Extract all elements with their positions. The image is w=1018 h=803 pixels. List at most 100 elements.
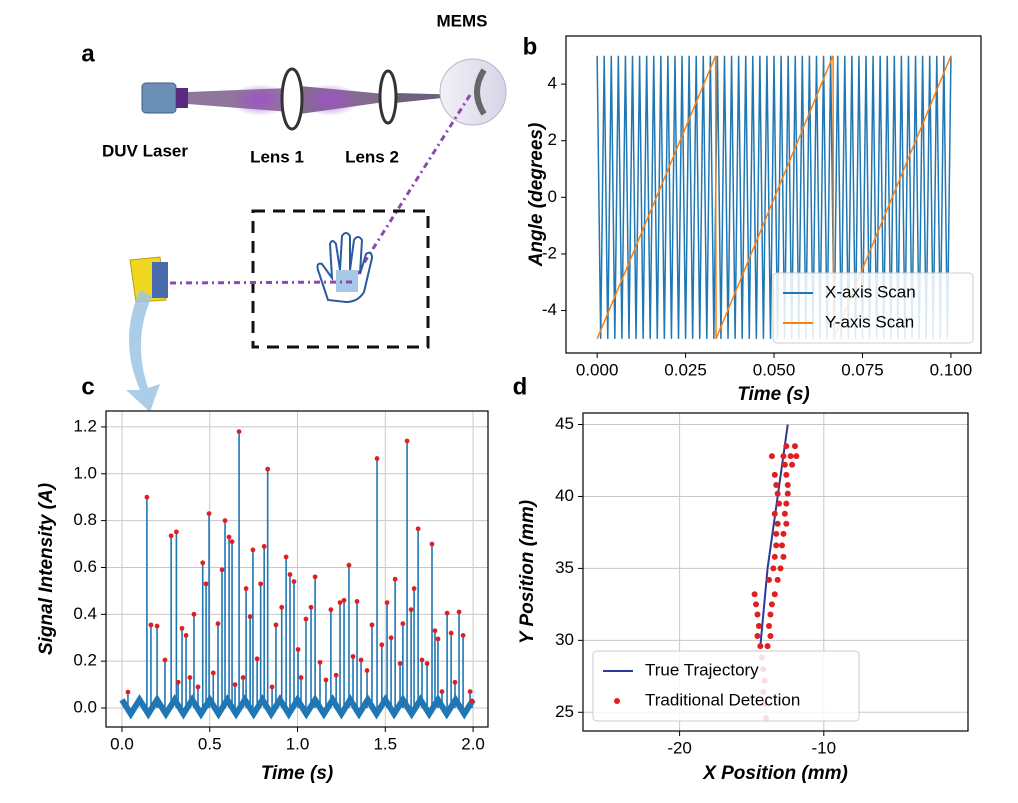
stem-marker — [429, 541, 435, 547]
stem-marker — [279, 604, 285, 610]
scatter-point — [780, 553, 787, 560]
scatter-point — [771, 471, 778, 478]
stem-marker — [295, 647, 301, 652]
scatter-point — [768, 453, 775, 460]
stem-marker — [265, 466, 271, 472]
stem-marker — [183, 633, 189, 638]
stem-marker — [354, 599, 360, 604]
stem-marker — [439, 689, 445, 695]
y-tick-label: 35 — [555, 558, 574, 577]
signal-arrow — [126, 290, 160, 412]
scatter-point — [791, 443, 798, 450]
stem-marker — [341, 597, 347, 603]
stem-marker — [144, 494, 150, 500]
stem-marker — [298, 675, 304, 680]
stem-marker — [210, 670, 216, 676]
detector — [152, 262, 168, 298]
legend-marker — [614, 698, 620, 704]
y-axis-label: Angle (degrees) — [526, 123, 547, 268]
stem-marker — [187, 675, 193, 680]
scatter-point — [766, 622, 773, 629]
y-axis-label: Y Position (mm) — [517, 500, 538, 644]
x-axis-label: X Position (mm) — [702, 763, 848, 784]
stem-marker — [328, 607, 334, 613]
x-tick-label: 0.5 — [198, 734, 222, 753]
stem-marker — [469, 698, 475, 704]
plot-frame — [565, 35, 982, 354]
stem-marker — [384, 600, 390, 606]
stem-marker — [291, 579, 297, 584]
scatter-point — [757, 643, 764, 650]
y-tick-label: 2 — [548, 130, 557, 149]
chart-panel: 0.0 0.5 1.0 1.5 2.0 0.0 0.2 0.4 0.6 0.8 1.0 1.2 Time… — [36, 410, 489, 784]
y-tick-label: 0.8 — [73, 510, 97, 529]
stem-marker — [219, 567, 225, 573]
y-tick-label: 0.0 — [73, 698, 97, 717]
scatter-point — [776, 500, 783, 507]
stem-marker — [229, 539, 235, 545]
stem-marker — [432, 628, 438, 634]
scatter-point — [780, 453, 787, 460]
x-tick-label: 0.050 — [753, 360, 796, 379]
x-tick-label: -10 — [812, 738, 837, 757]
stem-marker — [323, 677, 329, 683]
scatter-point — [774, 490, 781, 497]
panel-label: a — [81, 40, 95, 67]
scatter-point — [783, 500, 790, 507]
stem-marker — [317, 659, 323, 665]
beam-glow — [300, 84, 360, 116]
scatter-point — [783, 471, 790, 478]
plot-frame — [105, 410, 489, 728]
mems-mirror — [439, 58, 507, 126]
y-tick-label: 4 — [548, 74, 557, 93]
stem-marker — [346, 562, 352, 568]
scatter-point — [781, 510, 788, 517]
x-tick-label: 1.0 — [286, 734, 310, 753]
stem-marker — [452, 679, 458, 685]
stem-marker — [203, 581, 209, 587]
y-tick-label: -2 — [542, 243, 557, 262]
y-tick-label: 1.2 — [73, 416, 97, 435]
lens-1 — [280, 67, 304, 131]
laser-label: DUV Laser — [102, 141, 188, 160]
stem-marker — [240, 675, 246, 680]
legend-label: Y-axis Scan — [825, 312, 914, 331]
stem-marker — [397, 661, 403, 666]
scatter-point — [753, 601, 760, 608]
legend-label: X-axis Scan — [825, 282, 916, 301]
stem-marker — [419, 657, 425, 663]
stem-marker — [408, 607, 414, 613]
panel-label: d — [513, 373, 528, 400]
lens-label: Lens 1 — [250, 147, 304, 166]
trajectory-line — [759, 424, 789, 647]
stem-marker — [226, 534, 232, 540]
stem-marker — [269, 684, 275, 690]
stem-marker — [460, 633, 466, 638]
stem-marker — [400, 621, 406, 627]
scatter-point — [780, 530, 787, 537]
legend-label: True Trajectory — [645, 660, 759, 679]
laser-body — [141, 82, 177, 114]
stem-marker — [388, 635, 394, 641]
scatter-point — [768, 601, 775, 608]
stem-marker — [173, 529, 179, 535]
stem-marker — [215, 621, 221, 627]
stem-marker — [283, 554, 289, 560]
y-tick-label: 0 — [548, 187, 557, 206]
return-beam — [169, 280, 353, 285]
scatter-point — [787, 453, 794, 460]
stem-marker — [191, 611, 197, 617]
y-tick-label: 45 — [555, 414, 574, 433]
scatter-point — [793, 453, 800, 460]
stem-marker — [337, 600, 343, 606]
stem-marker — [411, 586, 417, 591]
mems-label: MEMS — [437, 11, 488, 30]
legend-label: Traditional Detection — [645, 690, 800, 709]
y-tick-label: 1.0 — [73, 463, 97, 482]
x-tick-label: 0.025 — [664, 360, 707, 379]
stem-marker — [435, 636, 441, 642]
scatter-point — [783, 520, 790, 527]
stem-marker — [456, 609, 462, 615]
stem-marker — [175, 679, 181, 685]
